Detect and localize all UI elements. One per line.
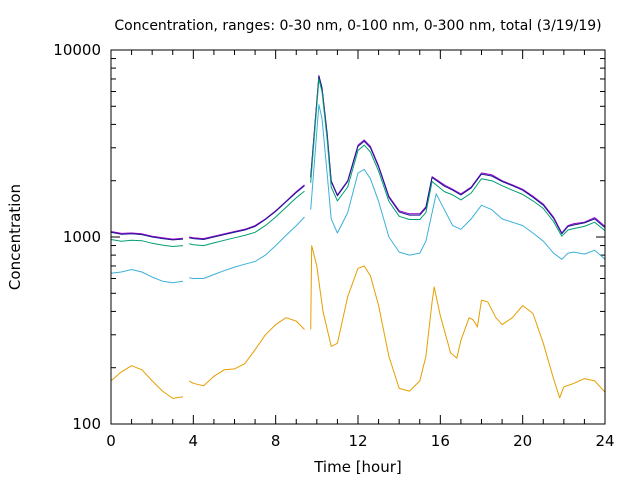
tick-labels: 0 4 8 12 16 20 24 100 1000 10000 (53, 41, 614, 450)
y-tick-label: 1000 (63, 228, 101, 246)
series-line-4 (110, 104, 606, 284)
series-group (110, 75, 606, 399)
y-tick-label: 10000 (53, 41, 101, 59)
x-tick-label: 12 (348, 432, 367, 450)
x-tick-label: 8 (271, 432, 281, 450)
x-tick-label: 20 (513, 432, 532, 450)
x-tick-label: 24 (595, 432, 614, 450)
series-line-1 (110, 75, 606, 240)
plot-frame (110, 49, 606, 425)
y-tick-label: 100 (72, 415, 101, 433)
x-tick-label: 0 (106, 432, 116, 450)
series-line-5 (110, 245, 606, 399)
x-tick-label: 4 (189, 432, 199, 450)
x-axis-label: Time [hour] (313, 458, 402, 476)
series-line-2 (110, 75, 606, 241)
axis-ticks (110, 49, 606, 425)
x-tick-label: 16 (431, 432, 450, 450)
chart-title: Concentration, ranges: 0-30 nm, 0-100 nm… (114, 18, 601, 34)
series-line-3 (110, 78, 606, 247)
y-axis-label: Concentration (6, 184, 24, 290)
